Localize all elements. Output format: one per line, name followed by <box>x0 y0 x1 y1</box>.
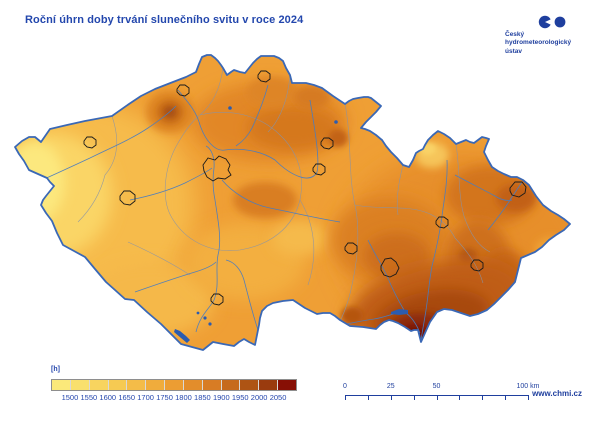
legend-color-cell <box>239 380 259 390</box>
legend-tick-label: 1700 <box>137 393 154 402</box>
city-outline <box>320 137 334 150</box>
legend-tick-label: 1800 <box>175 393 192 402</box>
region-boundaries <box>77 67 491 328</box>
legend-tick-labels: 1500 1550 1600 1650 1700 1750 1800 1850 1900 1950… <box>51 393 297 402</box>
city-outline <box>257 70 271 83</box>
legend-tick-label: 1850 <box>194 393 211 402</box>
scalebar-tick <box>345 395 346 400</box>
scalebar-tick <box>459 395 461 400</box>
city-outline <box>83 136 97 149</box>
legend-color-cell <box>201 380 221 390</box>
scalebar-tick <box>390 395 392 400</box>
legend-color-cell <box>88 380 108 390</box>
legend-tick-label: 1550 <box>80 393 98 402</box>
scalebar-labels: 0 25 50 100 km <box>343 383 539 391</box>
legend-tick-label: 1950 <box>231 393 249 402</box>
scalebar-tick <box>413 395 415 400</box>
legend-tick-label: 1900 <box>212 393 230 402</box>
scalebar-tick <box>367 395 369 400</box>
city-outline <box>380 257 400 278</box>
scale-bar: 0 25 50 100 km <box>343 383 539 401</box>
city-outline <box>176 84 190 97</box>
legend-tick-label: 1750 <box>156 393 173 402</box>
chmi-logo: Český hydrometeorologický ústav <box>505 15 575 56</box>
chmi-logo-text-line: hydrometeorologický <box>505 39 572 47</box>
city-outline <box>344 242 358 255</box>
legend-tick-label: 2050 <box>269 393 287 402</box>
water-bodies <box>174 106 408 343</box>
country-border <box>14 54 571 351</box>
legend-tick-label: 1500 <box>61 393 79 402</box>
rivers <box>41 84 523 341</box>
legend-color-cell <box>277 380 296 390</box>
legend-color-cell <box>69 380 89 390</box>
legend-color-cell <box>126 380 146 390</box>
scalebar-tick <box>482 395 484 400</box>
legend-tick-label: 1600 <box>99 393 117 402</box>
chmi-logo-text-line: Český <box>505 31 525 38</box>
map-title: Roční úhrn doby trvání slunečního svitu … <box>25 14 304 26</box>
legend-color-bar <box>51 379 297 391</box>
legend-color-cell <box>107 380 127 390</box>
city-outline <box>119 190 136 206</box>
legend-color-cell <box>52 380 70 390</box>
city-outline <box>202 155 232 182</box>
legend-color-cell <box>145 380 165 390</box>
legend-color-cell <box>182 380 202 390</box>
chmi-logo-icon <box>538 15 566 29</box>
scalebar-ticks <box>345 395 529 400</box>
city-outline <box>509 181 527 198</box>
scalebar-tick <box>505 395 507 400</box>
sunshine-fill-layers <box>15 55 570 350</box>
legend-color-cell <box>164 380 183 390</box>
legend-color-cell <box>220 380 240 390</box>
scalebar-label: 0 <box>343 383 347 390</box>
legend-tick-label: 2000 <box>250 393 268 402</box>
city-outline <box>210 293 224 306</box>
scalebar-tick <box>528 395 529 400</box>
city-outline <box>435 216 449 229</box>
chmi-logo-text-line: ústav <box>505 47 522 55</box>
legend-unit-label: [h] <box>51 366 60 373</box>
legend-tick-label: 1650 <box>118 393 136 402</box>
scalebar-label: 100 km <box>516 383 540 390</box>
city-outlines <box>83 70 527 306</box>
scalebar-label: 50 <box>432 383 441 390</box>
chmi-logo-text: Český hydrometeorologický ústav <box>505 31 575 56</box>
legend-color-cell <box>258 380 278 390</box>
city-outline <box>470 259 484 272</box>
scalebar-tick <box>436 395 438 400</box>
scalebar-label: 25 <box>386 383 395 390</box>
city-outline <box>312 163 326 176</box>
website-text: www.chmi.cz <box>532 389 582 398</box>
